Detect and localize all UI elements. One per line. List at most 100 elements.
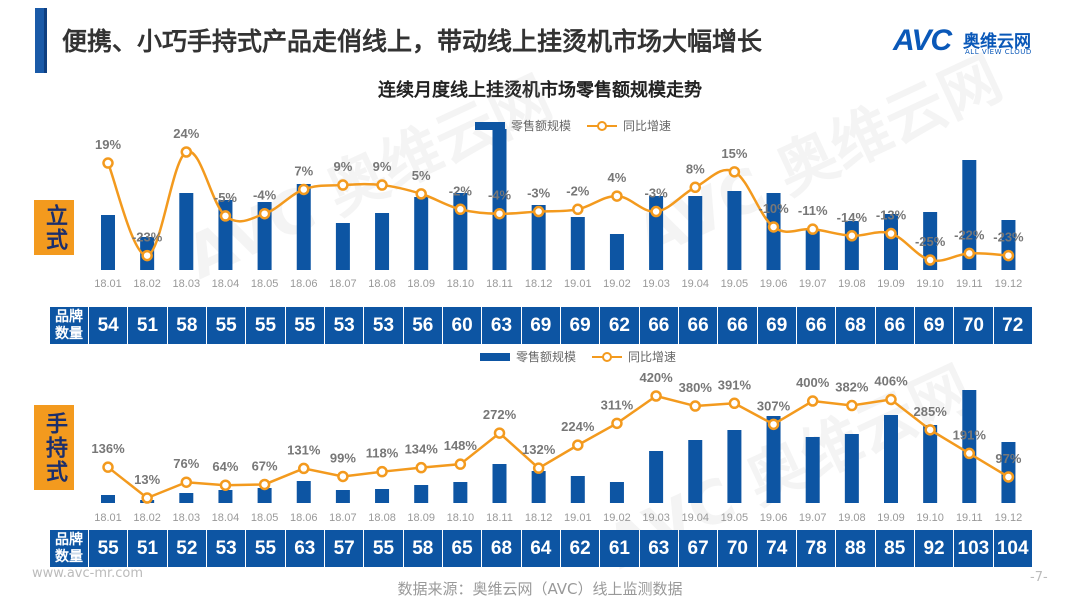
data-label: 224% [561, 419, 595, 434]
growth-point [924, 424, 936, 436]
brand-count-cell: 68 [482, 530, 521, 567]
x-tick-label: 18.03 [173, 512, 201, 524]
growth-point [493, 207, 506, 220]
brand-count-cell: 53 [324, 307, 364, 344]
data-label: 99% [330, 450, 356, 465]
x-tick-label: 19.02 [603, 512, 631, 524]
brand-count-cell: 88 [836, 530, 875, 567]
bar [335, 490, 350, 503]
growth-point [650, 205, 662, 218]
x-tick-label: 19.03 [642, 278, 670, 290]
bar [218, 490, 233, 503]
brand-count-cell: 55 [246, 307, 285, 344]
data-label: -22% [954, 227, 985, 242]
data-label: -23% [993, 230, 1024, 245]
bar [844, 221, 859, 270]
x-tick-label: 18.03 [173, 278, 201, 290]
bar [962, 390, 977, 503]
legend-bar-swatch [475, 121, 505, 130]
x-tick-label: 18.04 [212, 512, 240, 524]
bar [609, 234, 624, 270]
legend-bar-label: 零售额规模 [511, 119, 572, 133]
bar [296, 481, 311, 503]
bar [805, 437, 820, 503]
data-label: -23% [132, 230, 163, 245]
brand-count-cell: 55 [364, 530, 403, 567]
bar [296, 184, 311, 270]
growth-point [298, 462, 310, 475]
growth-point [611, 417, 623, 430]
data-label: 307% [757, 398, 791, 413]
x-tick-label: 19.04 [681, 278, 709, 290]
data-label: 19% [95, 137, 121, 152]
bar [492, 129, 507, 270]
footer-url: www.avc-mr.com [32, 566, 144, 581]
bar [531, 205, 546, 270]
x-tick-label: 18.05 [251, 278, 279, 290]
bar [570, 217, 585, 270]
brand-count-cell: 69 [521, 307, 560, 344]
brand-count-cell: 103 [954, 530, 993, 567]
brand-count-cell: 55 [206, 307, 246, 344]
brand-count-cell: 51 [128, 307, 167, 344]
data-label: 9% [334, 159, 353, 174]
x-tick-label: 18.01 [94, 512, 122, 524]
brand-count-cell: 60 [442, 307, 482, 344]
brand-count-cell: 104 [993, 530, 1032, 567]
brand-count-cell: 62 [560, 530, 600, 567]
legend-top: 零售额规模 同比增速 [475, 117, 671, 134]
bar [884, 415, 898, 503]
growth-point [728, 166, 741, 178]
brand-count-cell: 52 [167, 530, 206, 567]
title-accent-bar [35, 8, 47, 73]
growth-point [180, 146, 193, 158]
brand-count-cell: 67 [678, 530, 718, 567]
brand-count-cell: 70 [718, 530, 757, 567]
growth-point [963, 447, 976, 460]
x-tick-label: 18.11 [486, 512, 513, 524]
data-label: -3% [527, 186, 551, 201]
bar [453, 482, 468, 503]
data-label: 131% [287, 442, 321, 457]
bar [101, 215, 115, 270]
data-label: -3% [645, 186, 669, 201]
brand-count-cell: 69 [560, 307, 600, 344]
growth-point [415, 188, 427, 200]
data-label: 380% [679, 380, 713, 395]
brand-count-cell: 65 [442, 530, 482, 567]
brand-count-cell: 69 [914, 307, 954, 344]
brand-count-cell: 55 [89, 530, 128, 567]
brand-count-cell: 53 [206, 530, 246, 567]
data-label: -5% [214, 190, 238, 205]
growth-point [102, 157, 114, 169]
x-tick-label: 18.07 [329, 278, 357, 290]
brand-count-cell: 72 [993, 307, 1032, 344]
growth-point [532, 205, 545, 218]
bar [962, 160, 977, 270]
growth-point [846, 230, 858, 242]
brand-count-cell: 92 [914, 530, 954, 567]
avc-logo: AVC 奥维云网 ALL VIEW CLOUD [893, 24, 1053, 64]
growth-point [415, 461, 427, 474]
data-label: -4% [253, 188, 277, 203]
x-tick-label: 18.02 [133, 278, 161, 290]
x-tick-label: 18.04 [212, 278, 240, 290]
growth-point [689, 400, 701, 412]
growth-point [728, 397, 741, 410]
chart-title: 连续月度线上挂烫机市场零售额规模走势 [378, 80, 702, 101]
brand-count-cell: 64 [521, 530, 560, 567]
data-label: 97% [995, 451, 1021, 466]
growth-point [102, 461, 114, 473]
legend-bar-label: 零售额规模 [516, 350, 577, 364]
x-tick-label: 19.10 [916, 512, 944, 524]
x-tick-label: 18.09 [407, 512, 435, 524]
brand-count-cell: 69 [757, 307, 796, 344]
brand-count-cell: 66 [796, 307, 836, 344]
data-label: 191% [953, 427, 987, 442]
footer-source: 数据来源：奥维云网（AVC）线上监测数据 [397, 580, 683, 598]
data-label: -11% [798, 203, 828, 218]
growth-point [689, 181, 701, 194]
x-tick-label: 19.11 [956, 278, 983, 290]
brand-count-cell: 74 [757, 530, 796, 567]
